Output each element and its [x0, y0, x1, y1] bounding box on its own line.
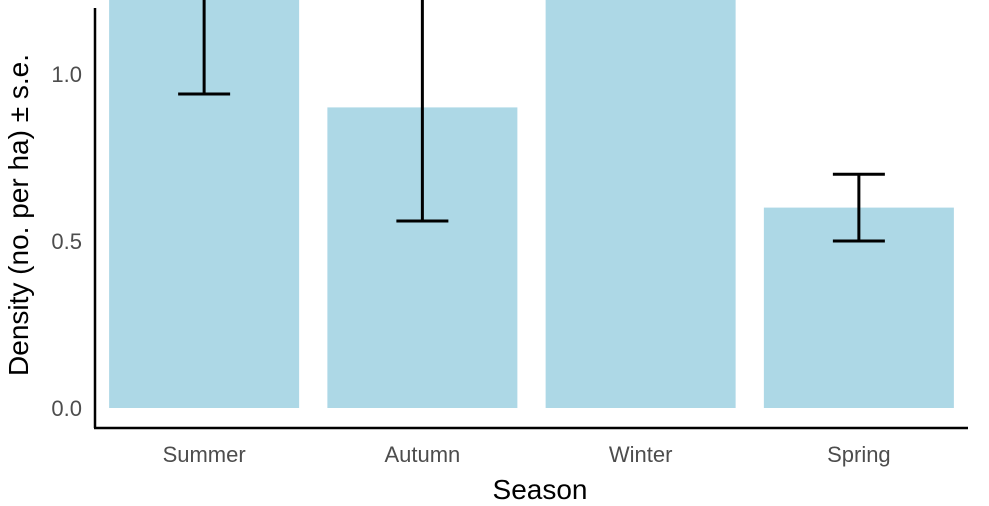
- error-bars-group: [178, 0, 885, 243]
- x-tick-label: Winter: [609, 442, 673, 467]
- y-tick-label: 0.5: [51, 229, 82, 254]
- x-axis-title: Season: [493, 474, 588, 505]
- y-tick-label: 1.0: [51, 62, 82, 87]
- y-axis-title: Density (no. per ha) ± s.e.: [3, 54, 34, 376]
- x-axis-ticks: Summer Autumn Winter Spring: [163, 442, 891, 467]
- x-tick-label: Spring: [827, 442, 891, 467]
- bars-group: [109, 0, 954, 409]
- bar-winter: [545, 0, 736, 408]
- error-bar-spring: [832, 172, 885, 243]
- x-tick-label: Autumn: [384, 442, 460, 467]
- y-axis-ticks: 0.00.51.01.52.0: [51, 62, 82, 421]
- x-tick-label: Summer: [163, 442, 246, 467]
- error-bar-autumn: [396, 0, 449, 223]
- error-bar-summer: [178, 0, 231, 96]
- y-tick-label: 0.0: [51, 396, 82, 421]
